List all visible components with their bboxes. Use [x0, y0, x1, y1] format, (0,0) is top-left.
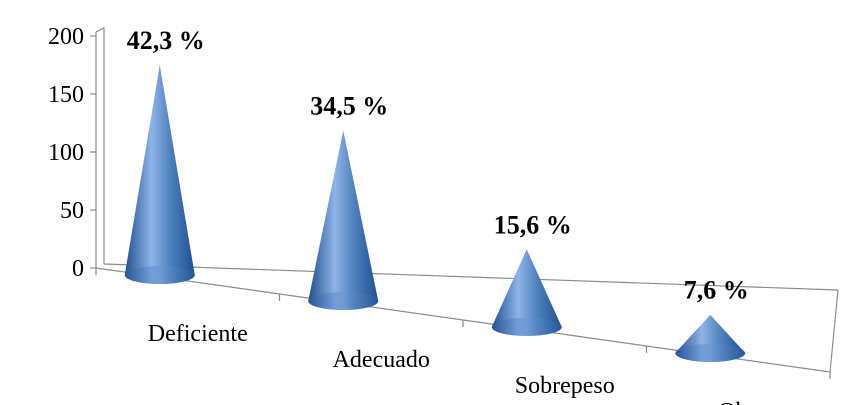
cone-base: [675, 344, 746, 362]
y-axis-ticks: 0 50 100 150 200: [48, 24, 96, 282]
back-wall-edge: [95, 27, 105, 264]
x-category-label: Obesa: [718, 399, 778, 405]
data-label: 15,6 %: [494, 210, 572, 239]
cones: [124, 65, 746, 362]
cone-base: [491, 318, 562, 336]
data-labels: 42,3 % 34,5 % 15,6 % 7,6 %: [127, 26, 749, 305]
cone-body: [491, 249, 562, 336]
y-tick-label: 50: [60, 198, 84, 224]
floor-back-edge: [103, 263, 839, 291]
data-label: 7,6 %: [684, 276, 749, 305]
y-tick-label: 150: [48, 82, 84, 108]
cone-deficiente: [124, 65, 195, 284]
y-tick-label: 0: [72, 256, 84, 282]
floor-right-edge: [829, 289, 839, 373]
cone-sobrepeso: [491, 249, 562, 336]
cone-body: [124, 65, 195, 284]
data-label: 42,3 %: [127, 26, 205, 55]
cone-base: [124, 266, 195, 284]
cone-adecuado: [308, 130, 379, 311]
x-category-label: Sobrepeso: [515, 373, 615, 399]
data-label: 34,5 %: [310, 91, 388, 120]
x-category-label: Deficiente: [148, 321, 248, 347]
y-tick-label: 100: [48, 140, 84, 166]
cone-body: [308, 130, 379, 311]
x-axis-categories: Deficiente Adecuado Sobrepeso Obesa: [95, 268, 831, 405]
x-category-label: Adecuado: [333, 347, 430, 373]
y-tick-label: 200: [48, 24, 84, 50]
cone-obesa: [675, 314, 746, 362]
cone-base: [308, 292, 379, 310]
